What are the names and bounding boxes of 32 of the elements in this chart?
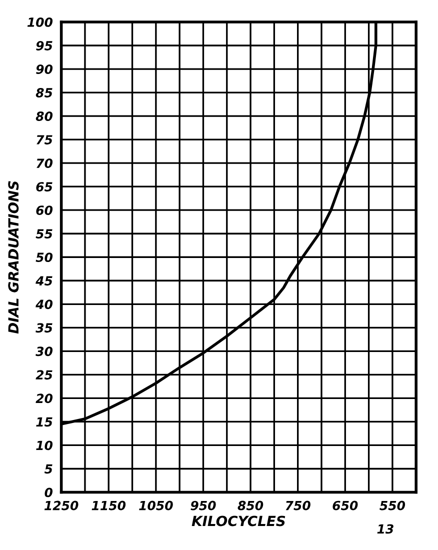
x-tick-label: 550 xyxy=(380,500,406,510)
y-tick-label: 10 xyxy=(36,440,53,450)
y-tick-label: 85 xyxy=(36,88,52,98)
y-tick-label: 50 xyxy=(36,252,53,262)
y-tick-label: 15 xyxy=(36,417,52,427)
x-tick-label: 1250 xyxy=(44,500,78,510)
x-tick-label: 650 xyxy=(332,500,358,510)
x-axis-title: KILOCYCLES xyxy=(192,516,286,526)
y-tick-label: 95 xyxy=(36,40,52,50)
y-tick-label: 0 xyxy=(44,488,53,498)
y-tick-label: 70 xyxy=(36,158,53,168)
y-tick-label: 5 xyxy=(44,464,52,474)
y-tick-label: 55 xyxy=(36,229,52,239)
y-tick-label: 20 xyxy=(36,394,53,404)
x-tick-label: 750 xyxy=(286,500,310,510)
x-tick-label: 1150 xyxy=(92,500,126,510)
y-axis-title: DIAL GRADUATIONS xyxy=(8,181,19,334)
y-tick-label: 80 xyxy=(36,112,53,121)
y-tick-label: 25 xyxy=(36,370,52,380)
y-tick-label: 75 xyxy=(36,135,52,144)
y-tick-label: 30 xyxy=(36,346,53,356)
y-tick-label: 35 xyxy=(36,323,52,333)
y-tick-label: 65 xyxy=(36,182,52,192)
y-tick-label: 100 xyxy=(27,17,53,27)
x-tick-label: 1050 xyxy=(139,500,173,510)
y-tick-label: 60 xyxy=(36,206,53,216)
x-tick-label: 950 xyxy=(190,500,216,510)
y-tick-label: 45 xyxy=(36,276,52,286)
text: 13 xyxy=(377,524,394,534)
x-tick-label: 850 xyxy=(238,500,264,510)
y-tick-label: 90 xyxy=(36,64,53,74)
y-tick-label: 40 xyxy=(36,300,53,310)
